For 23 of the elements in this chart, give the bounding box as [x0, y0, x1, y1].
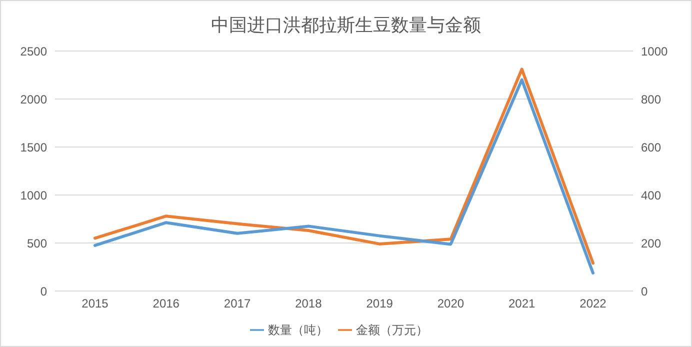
y2-tick-label: 800 [641, 92, 662, 106]
y-tick-label: 0 [40, 284, 48, 298]
x-tick-label: 2020 [437, 296, 464, 311]
x-tick-label: 2017 [224, 296, 251, 311]
y2-tick-label: 200 [641, 236, 662, 250]
y2-tick-label: 1000 [641, 44, 668, 58]
y-tick-label: 500 [26, 236, 48, 250]
x-tick-label: 2018 [295, 296, 322, 311]
y2-tick-label: 600 [641, 140, 662, 154]
y2-tick-label: 0 [641, 284, 648, 298]
y-tick-label: 2500 [20, 44, 48, 58]
legend-label: 金额（万元） [356, 323, 428, 337]
y-tick-label: 1500 [20, 140, 48, 154]
y-tick-label: 2000 [20, 92, 48, 106]
x-tick-label: 2019 [366, 296, 394, 311]
chart-title: 中国进口洪都拉斯生豆数量与金额 [210, 14, 482, 37]
x-tick-label: 2022 [580, 296, 607, 311]
x-tick-label: 2021 [508, 296, 536, 311]
legend-label: 数量（吨） [268, 323, 328, 337]
y2-tick-label: 400 [641, 188, 662, 202]
x-tick-label: 2016 [152, 296, 180, 311]
y-tick-label: 1000 [20, 188, 48, 202]
x-tick-label: 2015 [82, 296, 109, 311]
